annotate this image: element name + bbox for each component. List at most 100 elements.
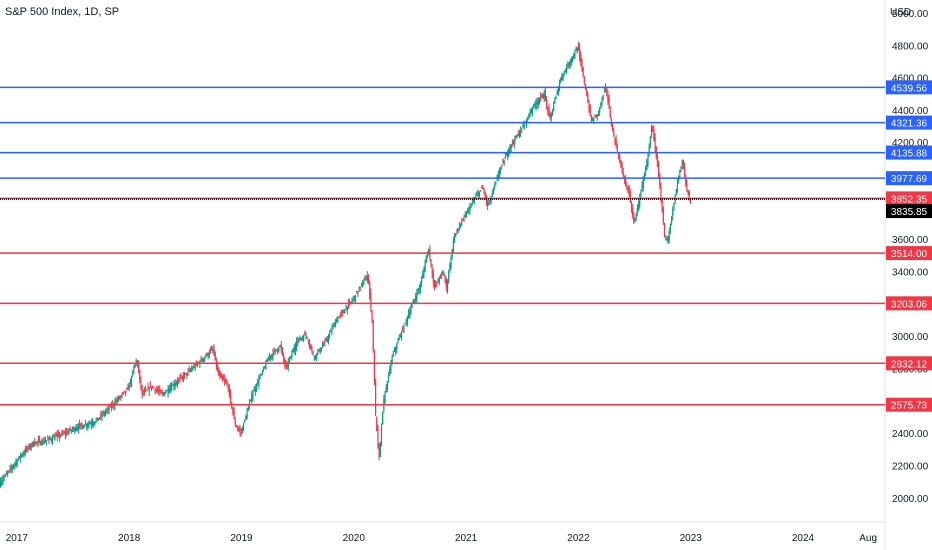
candle-body xyxy=(5,474,8,476)
candle-body xyxy=(153,387,155,389)
candle-body xyxy=(141,385,143,395)
candle-body xyxy=(257,382,259,384)
candle-body xyxy=(290,356,292,358)
candle-body xyxy=(612,124,614,131)
candle-body xyxy=(226,382,228,385)
candle-body xyxy=(252,392,254,397)
candle-body xyxy=(266,360,268,362)
candle-body xyxy=(120,395,122,397)
candle-body xyxy=(465,213,467,218)
candle-body xyxy=(471,202,473,204)
candle-body xyxy=(475,196,477,198)
candle-body xyxy=(90,422,92,425)
candle-body xyxy=(648,145,650,153)
candle-body xyxy=(146,389,148,391)
candle-body xyxy=(523,124,525,128)
candle-body xyxy=(451,249,453,256)
candle-body xyxy=(591,119,594,121)
candle-body xyxy=(314,355,317,357)
candle-body xyxy=(445,279,447,288)
candle-body xyxy=(281,347,284,355)
candle-body xyxy=(423,268,425,274)
candle-body xyxy=(212,349,214,351)
candle-body xyxy=(670,217,673,223)
candle-body xyxy=(325,340,327,342)
candle-body xyxy=(28,445,30,448)
candle-body xyxy=(166,390,168,392)
candle-body xyxy=(96,417,98,420)
candle-body xyxy=(280,344,282,351)
candle-body xyxy=(581,62,583,70)
candle-body xyxy=(360,284,363,286)
candle-body xyxy=(208,352,210,356)
candle-body xyxy=(527,117,529,119)
candle-body xyxy=(156,389,159,391)
candle-body xyxy=(307,340,309,342)
candle-body xyxy=(249,399,252,401)
candle-body xyxy=(312,352,314,355)
candle-body xyxy=(609,110,611,118)
candle-body xyxy=(668,231,670,241)
candle-body xyxy=(240,432,242,434)
candle-body xyxy=(57,433,59,436)
candle-body xyxy=(512,140,515,144)
candle-body xyxy=(161,391,163,395)
candle-body xyxy=(461,222,463,225)
candle-body xyxy=(602,95,604,98)
candle-body xyxy=(385,387,387,392)
candle-body xyxy=(464,215,466,217)
candle-body xyxy=(334,321,337,328)
candle-body xyxy=(517,133,519,135)
candle-body xyxy=(129,381,131,384)
candle-body xyxy=(299,338,301,341)
candle-body xyxy=(534,104,536,106)
candle-body xyxy=(352,298,354,300)
candle-body xyxy=(272,353,274,358)
candle-body xyxy=(603,90,605,92)
candle-body xyxy=(279,345,281,347)
candle-body xyxy=(660,184,662,199)
candle-body xyxy=(382,411,384,425)
candle-body xyxy=(649,137,651,145)
candle-body xyxy=(102,413,104,415)
candle-body xyxy=(518,132,521,138)
candle-body xyxy=(545,98,548,106)
candle-body xyxy=(661,198,663,211)
x-tick-label: 2024 xyxy=(792,533,815,544)
candle-body xyxy=(308,343,311,345)
candle-body xyxy=(300,337,302,340)
candle-body xyxy=(220,373,222,378)
candle-body xyxy=(254,387,256,393)
candle-body xyxy=(498,170,501,176)
y-tick-label: 2200.00 xyxy=(892,461,929,472)
candle-body xyxy=(630,203,633,209)
candle-body xyxy=(154,389,156,392)
candle-body xyxy=(167,389,169,394)
candle-body xyxy=(347,303,350,305)
candle-body xyxy=(188,369,190,372)
candle-body xyxy=(466,211,469,213)
candle-body xyxy=(246,411,248,419)
candle-body xyxy=(211,348,213,351)
candle-body xyxy=(593,118,595,122)
level-price-tag xyxy=(886,246,932,261)
candle-body xyxy=(438,278,440,283)
candle-body xyxy=(448,272,450,282)
candle-body xyxy=(54,437,56,441)
candle-body xyxy=(442,271,444,273)
candle-body xyxy=(313,356,315,359)
candle-body xyxy=(363,281,365,285)
candle-body xyxy=(522,126,524,128)
candle-body xyxy=(570,58,572,63)
candle-body xyxy=(33,442,35,447)
candle-body xyxy=(659,174,661,187)
candle-body xyxy=(608,98,610,109)
candle-body xyxy=(536,101,538,105)
candle-body xyxy=(418,287,420,291)
candle-body xyxy=(622,172,624,176)
candle-body xyxy=(351,300,353,303)
candle-body xyxy=(658,163,660,175)
candle-body xyxy=(680,166,682,169)
candle-body xyxy=(43,441,45,444)
